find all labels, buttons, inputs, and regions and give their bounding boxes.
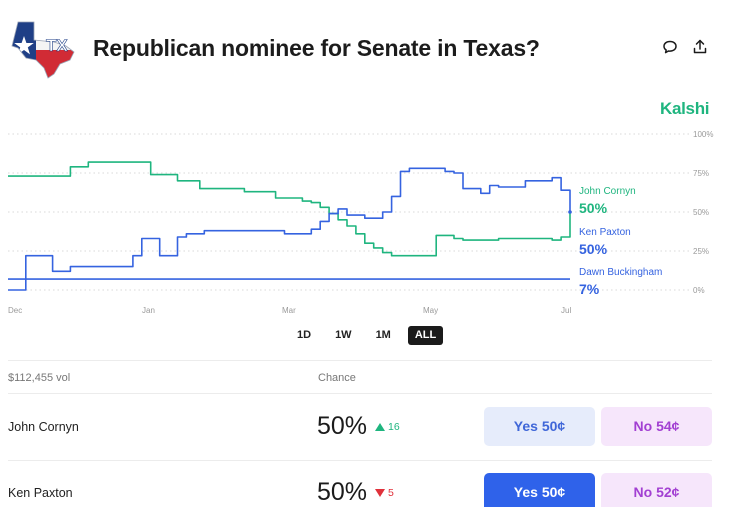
- outcome-chance: 50%: [317, 478, 368, 506]
- x-tick-label: May: [423, 306, 438, 315]
- x-tick-label: Jan: [142, 306, 155, 315]
- y-tick-label: 50%: [693, 208, 709, 217]
- series-label-john-cornyn: John Cornyn: [579, 186, 636, 197]
- series-line-ken-paxton: [8, 167, 571, 291]
- comment-icon: [663, 40, 677, 54]
- divider: [8, 360, 712, 361]
- buy-no-button[interactable]: No 54¢: [601, 407, 712, 446]
- range-1w-button[interactable]: 1W: [335, 329, 352, 341]
- outcome-name: Ken Paxton: [8, 486, 73, 500]
- series-line-john-cornyn: [8, 161, 571, 257]
- buy-no-button[interactable]: No 52¢: [601, 473, 712, 507]
- range-all-button[interactable]: ALL: [407, 326, 444, 345]
- comment-button[interactable]: [659, 36, 681, 58]
- page-title: Republican nominee for Senate in Texas?: [93, 35, 540, 61]
- y-tick-label: 0%: [693, 286, 705, 295]
- series-label-dawn-buckingham: Dawn Buckingham: [579, 267, 662, 278]
- up-arrow-icon: [375, 423, 385, 431]
- kalshi-brand-logo: Kalshi: [660, 99, 710, 118]
- outcome-chance: 50%: [317, 412, 368, 440]
- x-tick-label: Dec: [8, 306, 22, 315]
- y-tick-label: 75%: [693, 169, 709, 178]
- series-endpoint: [568, 210, 572, 214]
- y-tick-label: 25%: [693, 247, 709, 256]
- chance-column-header: Chance: [318, 372, 356, 384]
- buy-yes-button[interactable]: Yes 50¢: [484, 407, 595, 446]
- down-arrow-icon: [375, 489, 385, 497]
- x-tick-label: Mar: [282, 306, 296, 315]
- market-header: TX Republican nominee for Senate in Texa…: [0, 0, 736, 96]
- chance-change: 16: [375, 421, 400, 433]
- divider: [8, 460, 712, 461]
- share-icon: [693, 39, 707, 54]
- series-value-john-cornyn: 50%: [579, 200, 608, 216]
- volume-label: $112,455 vol: [8, 372, 71, 384]
- chance-change-value: 5: [388, 487, 394, 499]
- series-value-ken-paxton: 50%: [579, 241, 608, 257]
- y-tick-label: 100%: [693, 130, 713, 139]
- chance-change-value: 16: [388, 421, 400, 433]
- price-history-chart: 100% 75% 50% 25% 0% Dec Jan Mar May Jul John Corny…: [8, 130, 713, 315]
- share-button[interactable]: [689, 36, 711, 58]
- texas-flag-logo: TX: [11, 21, 75, 79]
- outcome-name: John Cornyn: [8, 420, 79, 434]
- time-range-selector: 1D 1W 1M ALL: [290, 326, 444, 346]
- divider: [8, 393, 712, 394]
- range-1d-button[interactable]: 1D: [297, 329, 312, 341]
- series-label-ken-paxton: Ken Paxton: [579, 227, 631, 238]
- logo-text: TX: [46, 36, 68, 55]
- series-value-dawn-buckingham: 7%: [579, 281, 600, 297]
- buy-yes-button[interactable]: Yes 50¢: [484, 473, 595, 507]
- x-tick-label: Jul: [561, 306, 571, 315]
- range-1m-button[interactable]: 1M: [375, 329, 391, 341]
- chance-change: 5: [375, 487, 394, 499]
